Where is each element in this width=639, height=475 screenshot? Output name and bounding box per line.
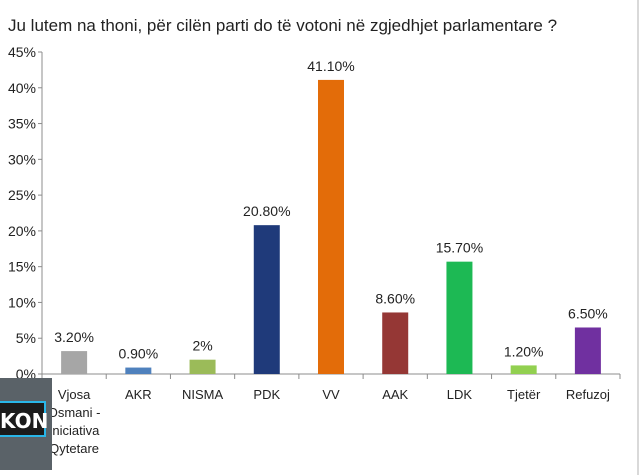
data-label: 1.20%	[504, 343, 544, 359]
y-tick-label: 20%	[8, 223, 36, 239]
category-label: PDK	[253, 387, 280, 402]
category-label: LDK	[447, 387, 473, 402]
y-tick-label: 5%	[16, 330, 36, 346]
data-label: 41.10%	[307, 58, 354, 74]
y-tick-label: 40%	[8, 80, 36, 96]
data-label: 2%	[192, 338, 212, 354]
y-tick-label: 25%	[8, 187, 36, 203]
category-label: Tjetër	[507, 387, 541, 402]
bar	[318, 79, 344, 374]
bar	[189, 359, 216, 374]
data-label: 8.60%	[375, 290, 415, 306]
category-label: Vjosa	[58, 387, 91, 402]
bar	[382, 312, 409, 374]
data-label: 15.70%	[436, 240, 483, 256]
category-label: NISMA	[182, 387, 224, 402]
y-tick-label: 10%	[8, 294, 36, 310]
chart-title: Ju lutem na thoni, për cilën parti do të…	[8, 16, 558, 35]
category-label: Osmani -	[48, 405, 101, 420]
bar	[510, 365, 537, 374]
bar	[446, 261, 473, 374]
data-label: 6.50%	[568, 305, 608, 321]
data-label: 3.20%	[54, 329, 94, 345]
y-tick-label: 45%	[8, 44, 36, 60]
bar	[574, 327, 601, 374]
bar	[125, 367, 152, 374]
data-label: 0.90%	[118, 346, 158, 362]
category-label: Refuzoj	[566, 387, 610, 402]
bar	[61, 351, 88, 374]
y-tick-label: 35%	[8, 116, 36, 132]
bars	[61, 79, 601, 374]
broadcaster-logo: KON	[0, 378, 52, 470]
category-label: AAK	[382, 387, 408, 402]
y-tick-label: 15%	[8, 259, 36, 275]
data-label: 20.80%	[243, 203, 290, 219]
y-tick-label: 30%	[8, 151, 36, 167]
data-labels: 3.20% 0.90% 2% 20.80% 41.10% 8.60% 15.70% 1.20%…	[54, 58, 607, 362]
category-label: VV	[322, 387, 340, 402]
y-tick-labels: 0%5%10%15%20%25%30%35%40%45%	[8, 44, 36, 382]
category-labels: Vjosa Osmani - Iniciativa Qytetare AKR NISMA P…	[48, 387, 610, 456]
bar	[253, 225, 280, 374]
logo-text: KON	[0, 401, 48, 437]
category-label: AKR	[125, 387, 152, 402]
category-label: Qytetare	[49, 441, 99, 456]
category-label: Iniciativa	[49, 423, 100, 438]
